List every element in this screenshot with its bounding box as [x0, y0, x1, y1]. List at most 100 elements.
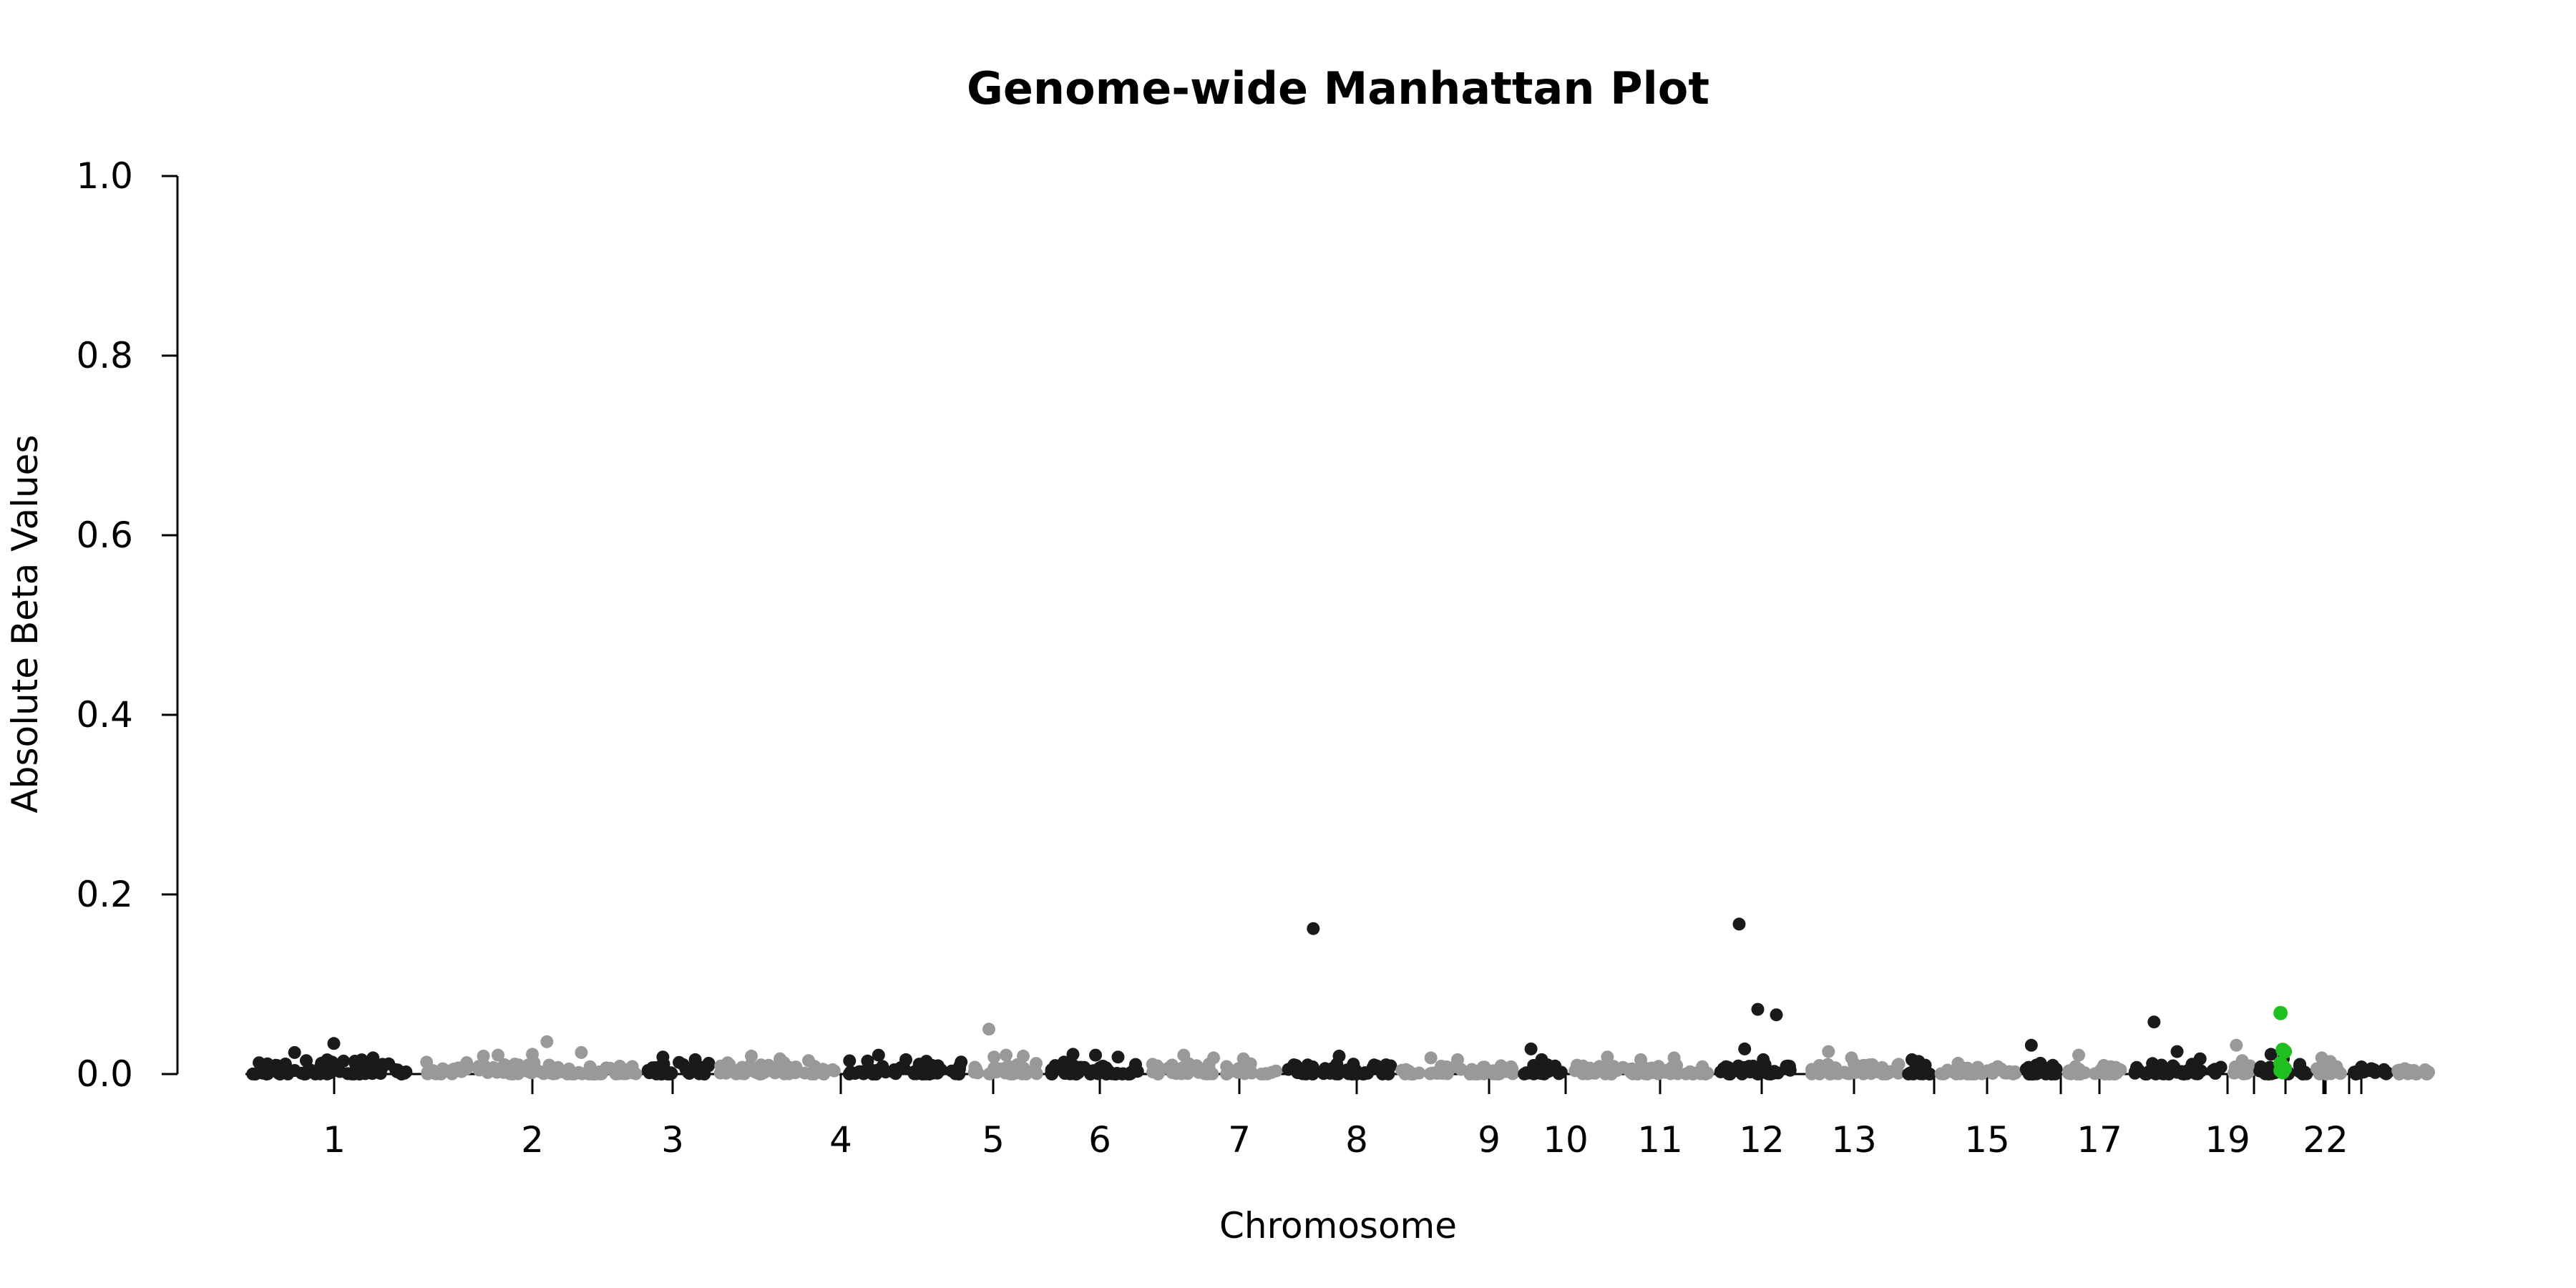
y-tick-label: 0.8 — [76, 335, 133, 376]
snp-point — [1679, 1067, 1693, 1080]
snp-point — [1066, 1048, 1080, 1061]
snp-point — [2170, 1045, 2184, 1058]
snp-point — [349, 1058, 362, 1071]
snp-point — [1084, 1067, 1098, 1080]
snp-point — [2263, 1063, 2276, 1076]
snp-point — [477, 1058, 491, 1072]
snp-point — [641, 1064, 655, 1077]
x-tick-label: 10 — [1543, 1119, 1589, 1161]
snp-point — [1732, 917, 1746, 931]
snp-point — [2024, 1038, 2038, 1052]
snp-point — [1430, 1067, 1444, 1080]
snp-point — [1735, 1067, 1749, 1080]
snp-point — [1307, 922, 1320, 935]
snp-point — [1951, 1056, 1965, 1070]
snp-point — [1692, 1065, 1705, 1079]
snp-point — [2072, 1048, 2085, 1062]
snp-point — [949, 1067, 962, 1080]
snp-point — [1770, 1008, 1783, 1022]
snp-point — [1000, 1048, 1013, 1062]
snp-point — [1667, 1051, 1681, 1065]
snp-point — [1649, 1066, 1663, 1079]
snp-point — [1413, 1066, 1426, 1080]
snp-point — [899, 1053, 912, 1066]
x-tick-label: 13 — [1831, 1119, 1877, 1161]
snp-point — [1891, 1058, 1905, 1072]
snp-point — [819, 1063, 832, 1077]
snp-point — [2355, 1060, 2368, 1073]
x-tick-label: 22 — [2303, 1119, 2348, 1161]
snp-point — [1520, 1066, 1533, 1080]
snp-point — [1105, 1067, 1118, 1080]
snp-point — [1524, 1042, 1538, 1055]
snp-point — [1317, 1067, 1330, 1080]
snp-point — [2365, 1062, 2378, 1075]
snp-point — [2022, 1060, 2036, 1074]
snp-point — [588, 1067, 602, 1080]
snp-point — [716, 1065, 730, 1079]
snp-point — [300, 1054, 313, 1068]
snp-point — [1632, 1063, 1646, 1076]
snp-point — [992, 1062, 1005, 1075]
snp-point — [1200, 1067, 1214, 1080]
snp-point — [1634, 1053, 1647, 1066]
snp-point — [745, 1049, 758, 1063]
snp-point — [540, 1035, 554, 1048]
snp-point — [1020, 1067, 1033, 1080]
y-tick-label: 0.4 — [76, 694, 133, 736]
snp-point — [783, 1066, 796, 1080]
snp-point — [688, 1053, 702, 1066]
snp-point — [1506, 1063, 1518, 1076]
snp-point — [1568, 1064, 1582, 1078]
snp-point — [955, 1055, 968, 1069]
snp-point — [278, 1058, 292, 1070]
snp-point — [612, 1067, 625, 1080]
snp-point — [526, 1048, 539, 1061]
snp-point — [872, 1048, 885, 1062]
snp-point — [1067, 1059, 1080, 1072]
snp-point — [1903, 1066, 1917, 1080]
highlighted-snp-point — [2275, 1065, 2290, 1080]
snp-point — [1494, 1059, 1508, 1073]
y-tick-label: 0.2 — [76, 874, 133, 915]
snp-point — [1535, 1053, 1548, 1066]
snp-point — [982, 1023, 995, 1036]
snp-point — [288, 1045, 301, 1059]
snp-point — [1302, 1063, 1315, 1077]
snp-point — [1986, 1063, 2000, 1076]
snp-point — [2078, 1066, 2092, 1080]
x-axis-ticks: 1 2 3 4 5 6 7 8 9 10 11 12 13 15 17 19 22 — [323, 1074, 2363, 1161]
snp-point — [337, 1054, 351, 1068]
snp-point — [2323, 1055, 2337, 1068]
snp-point — [421, 1065, 434, 1079]
snp-point — [2379, 1066, 2393, 1080]
snp-point — [702, 1057, 716, 1070]
snp-point — [1369, 1060, 1382, 1073]
snp-point — [395, 1068, 409, 1080]
snp-point — [2045, 1068, 2059, 1080]
snp-point — [517, 1064, 530, 1077]
snp-point — [1440, 1063, 1454, 1077]
snp-point — [2191, 1067, 2205, 1080]
snp-point — [2180, 1067, 2194, 1080]
snp-point — [1941, 1063, 1954, 1077]
x-tick-label: 4 — [829, 1119, 852, 1161]
snp-point — [366, 1051, 380, 1065]
snp-point — [575, 1045, 588, 1059]
chart-title: Genome-wide Manhattan Plot — [967, 62, 1709, 114]
snp-point — [2193, 1052, 2207, 1065]
snp-point — [765, 1063, 779, 1076]
snp-point — [1601, 1050, 1614, 1064]
y-tick-label: 0.6 — [76, 514, 133, 556]
snp-point — [261, 1067, 275, 1080]
snp-point — [673, 1055, 686, 1069]
snp-point — [492, 1048, 504, 1062]
snp-point — [1236, 1052, 1250, 1065]
snp-point — [353, 1068, 366, 1080]
snp-point — [2214, 1060, 2228, 1074]
snp-point — [508, 1058, 522, 1071]
snp-point — [876, 1060, 889, 1073]
snp-point — [2094, 1066, 2108, 1080]
x-tick-label: 11 — [1637, 1119, 1683, 1161]
